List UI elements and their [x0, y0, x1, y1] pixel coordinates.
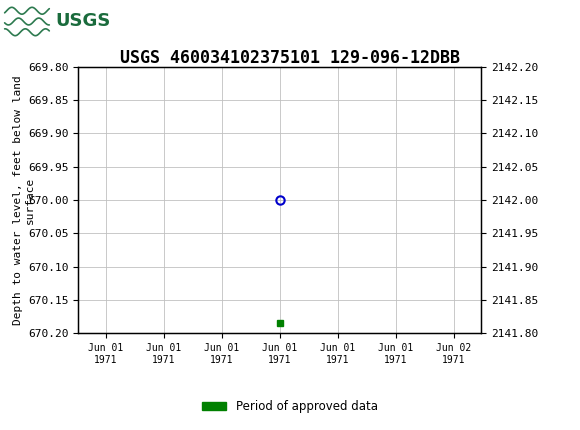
FancyBboxPatch shape: [3, 3, 104, 40]
Legend: Period of approved data: Period of approved data: [198, 395, 382, 418]
Text: USGS: USGS: [55, 12, 110, 31]
Text: USGS 460034102375101 129-096-12DBB: USGS 460034102375101 129-096-12DBB: [120, 49, 460, 68]
Y-axis label: Depth to water level, feet below land
surface: Depth to water level, feet below land su…: [13, 75, 35, 325]
